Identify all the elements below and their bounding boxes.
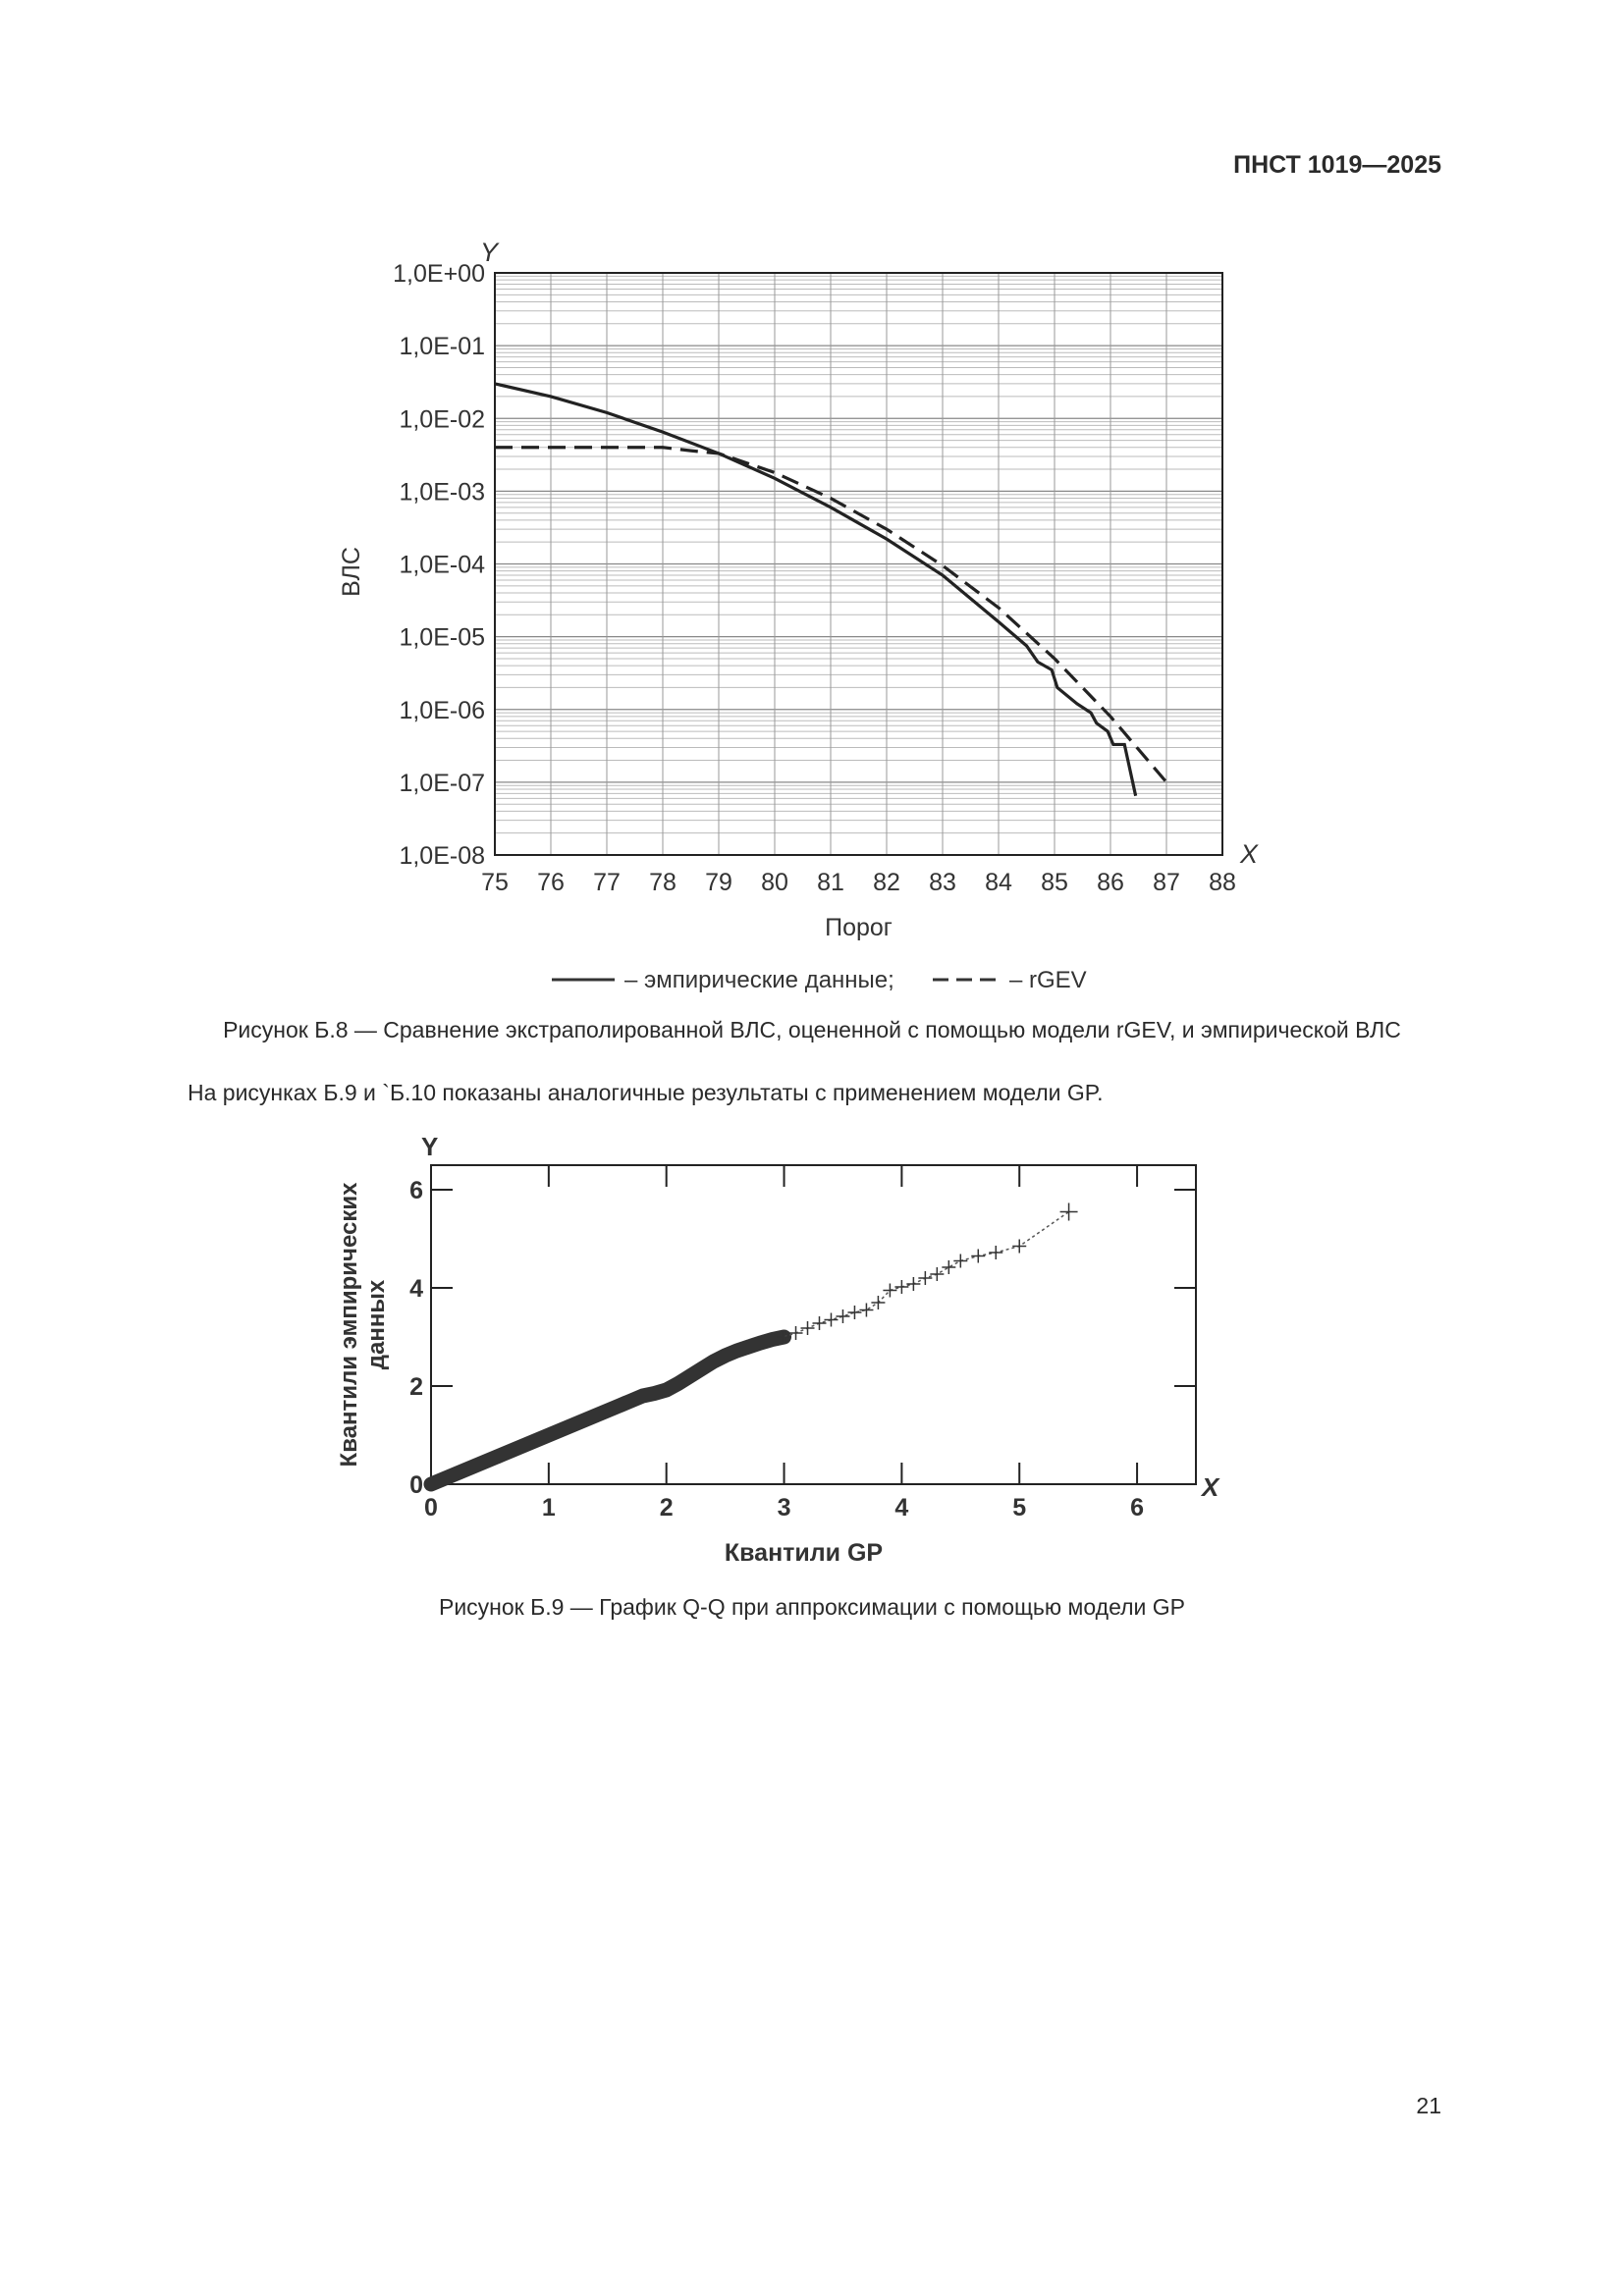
x-tick-label: 82 [873,869,900,896]
x-tick-label: 76 [537,869,565,896]
x-tick-label: 75 [481,869,509,896]
dense-point-band [423,1329,792,1492]
figure-b9-caption: Рисунок Б.9 — График Q-Q при аппроксимац… [438,1594,1185,1620]
data-point [777,1330,791,1344]
y-tick-label: 0 [409,1471,423,1499]
data-point [930,1267,945,1281]
plot-frame [430,1164,1197,1485]
data-point [942,1260,956,1274]
y-tick-label: 1,0E-03 [399,478,485,506]
x-tick-label: 6 [1130,1494,1144,1522]
data-point [800,1321,815,1335]
data-point [906,1277,921,1291]
x-tick-label: 1 [542,1494,556,1522]
figure-b8-chart: 1,0E+00 1,0E-01 1,0E-02 1,0E-03 1,0E-04 1,0E-… [338,238,1259,993]
y-tick-label: 1,0E+00 [393,260,485,288]
x-tick-label: 85 [1041,869,1068,896]
y-tick-label: 2 [409,1373,423,1401]
x-tick-label: 5 [1012,1494,1026,1522]
y-axis-label-line2: данных [363,1279,390,1369]
plot-frame [494,272,1223,856]
y-tick-label: 1,0E-01 [399,333,485,360]
x-axis-label: Порог [825,914,893,941]
x-tick-label: 0 [424,1494,438,1522]
body-paragraph: На рисунках Б.9 и `Б.10 показаны аналоги… [188,1080,1104,1105]
x-tick-label: 88 [1209,869,1236,896]
data-point [836,1309,850,1323]
data-point [883,1283,897,1298]
y-tick-label: 6 [409,1177,423,1204]
x-tick-label: 80 [761,869,788,896]
x-axis-label: Квантили GP [725,1539,883,1567]
data-point [788,1326,803,1340]
x-tick-label: 86 [1097,869,1124,896]
y-tick-label: 1,0E-04 [399,552,485,579]
figure-b9-chart: 0 1 2 3 4 5 6 0 2 4 6 Y X Квантили GP Квантили эмпирич… [336,1132,1220,1567]
figure-b8-caption: Рисунок Б.8 — Сравнение экстраполированн… [223,1017,1401,1042]
y-tick-label: 1,0E-02 [399,405,485,433]
y-tick-label: 1,0E-08 [399,842,485,870]
legend-label-rgev: – rGEV [1009,967,1087,993]
data-point [894,1280,909,1294]
data-point [859,1303,874,1317]
x-tick-label: 84 [985,869,1012,896]
y-tick-label: 4 [409,1275,423,1303]
x-tick-label: 78 [649,869,677,896]
series-line-empirical [494,382,1138,797]
y-axis-letter: Y [421,1132,438,1161]
y-tick-label: 1,0E-07 [399,770,485,797]
x-tick-label: 77 [593,869,621,896]
data-point [824,1312,839,1327]
series-line-rgev [495,446,1168,783]
data-point [971,1249,986,1263]
x-axis-letter: X [1200,1472,1220,1502]
x-tick-label: 79 [705,869,732,896]
y-tick-label: 1,0E-05 [399,624,485,652]
x-tick-label: 2 [660,1494,674,1522]
data-point [847,1306,862,1319]
x-tick-label: 87 [1153,869,1180,896]
data-point [1059,1202,1078,1221]
point-trace [784,1210,1069,1338]
x-tick-label: 83 [929,869,956,896]
y-axis-letter: Y [480,238,500,267]
data-point [989,1246,1003,1259]
data-point [918,1271,933,1285]
page-number: 21 [1416,2093,1441,2118]
y-axis-label: Квантили эмпирических [336,1182,362,1468]
data-point [1012,1239,1027,1254]
data-point [953,1254,968,1268]
data-point [812,1316,827,1330]
y-axis-label: ВЛС [338,547,365,597]
document-id-header: ПНСТ 1019—2025 [1233,151,1441,179]
x-tick-label: 3 [778,1494,791,1522]
x-tick-label: 81 [817,869,844,896]
legend-label-empirical: – эмпирические данные; [624,967,894,993]
data-point [871,1296,886,1309]
y-tick-label: 1,0E-06 [399,697,485,724]
x-tick-label: 4 [894,1494,908,1522]
x-axis-letter: X [1239,839,1259,869]
